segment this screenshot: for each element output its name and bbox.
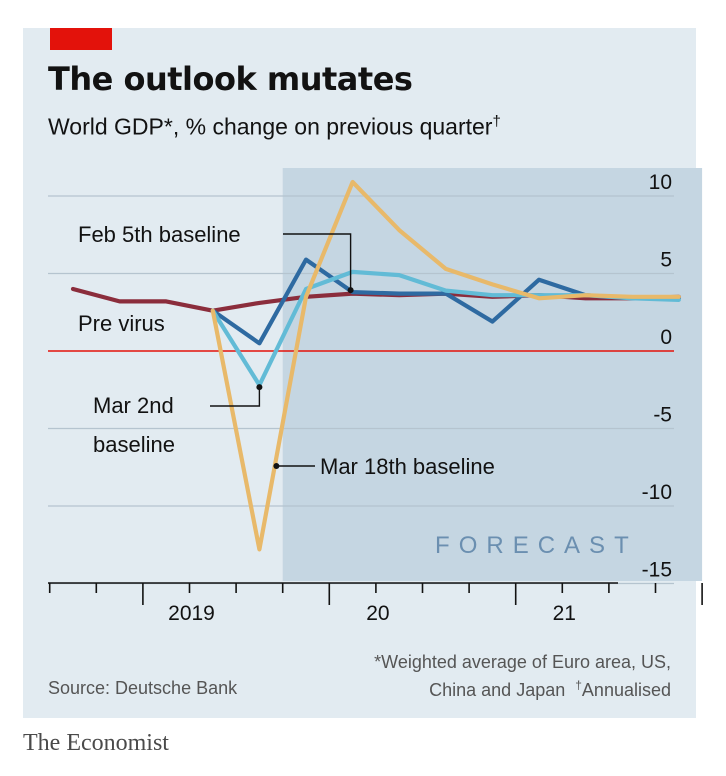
x-tick-label: 21	[553, 602, 576, 625]
label-mar2-line2: baseline	[93, 432, 175, 457]
dot-mar2	[256, 384, 263, 391]
footnote-annualised: China and Japan †Annualised	[429, 678, 671, 701]
dot-mar18	[273, 463, 280, 469]
y-tick-label: 0	[660, 326, 672, 349]
source-note: Source: Deutsche Bank	[48, 678, 238, 698]
chart-subtitle: World GDP*, % change on previous quarter…	[48, 113, 501, 141]
chart-title: The outlook mutates	[48, 60, 413, 98]
y-tick-label: -15	[642, 559, 672, 582]
footnote-dagger: †	[575, 678, 582, 692]
label-feb5-baseline: Feb 5th baseline	[78, 222, 241, 247]
leader-mar2	[210, 387, 261, 407]
brand-red-tag	[50, 28, 112, 50]
label-mar18-baseline: Mar 18th baseline	[320, 454, 495, 479]
subtitle-text: World GDP*, % change on previous quarter	[48, 113, 493, 140]
x-tick-label: 20	[366, 602, 389, 625]
y-tick-label: 5	[660, 249, 672, 272]
y-tick-label: 10	[649, 171, 672, 194]
footnote-2-tail: Annualised	[581, 680, 671, 700]
subtitle-dagger: †	[492, 113, 501, 130]
forecast-band	[282, 168, 703, 581]
label-pre-virus: Pre virus	[78, 311, 165, 336]
series-line-mar-18th-baseline	[210, 179, 681, 552]
footnote-2-text: China and Japan	[429, 680, 576, 700]
label-mar2-line1: Mar 2nd	[93, 393, 174, 418]
footnote-weighted-average: *Weighted average of Euro area, US,	[374, 652, 671, 672]
y-tick-label: -5	[653, 404, 672, 427]
publisher-brand: The Economist	[23, 730, 169, 756]
y-tick-label: -10	[642, 481, 672, 504]
x-tick-label: 2019	[168, 602, 215, 625]
dot-feb5	[347, 287, 354, 294]
leader-feb5	[283, 233, 352, 290]
forecast-label: FORECAST	[435, 532, 638, 559]
